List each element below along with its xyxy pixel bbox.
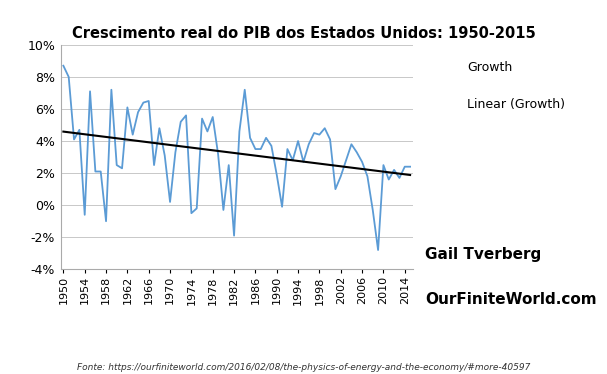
Growth bbox=[209, 115, 216, 119]
Linear (Growth) bbox=[145, 140, 152, 144]
Text: Crescimento real do PIB dos Estados Unidos: 1950-2015: Crescimento real do PIB dos Estados Unid… bbox=[72, 26, 535, 41]
Growth bbox=[385, 177, 392, 182]
Growth bbox=[375, 248, 382, 252]
Text: Gail Tverberg: Gail Tverberg bbox=[425, 247, 541, 262]
Growth bbox=[166, 200, 174, 204]
Linear (Growth) bbox=[166, 143, 174, 147]
Text: OurFiniteWorld.com: OurFiniteWorld.com bbox=[425, 292, 597, 307]
Growth bbox=[332, 187, 339, 191]
Growth bbox=[59, 64, 67, 68]
Linear (Growth) bbox=[332, 163, 339, 168]
Growth bbox=[86, 89, 93, 94]
Text: Fonte: https://ourfiniteworld.com/2016/02/08/the-physics-of-energy-and-the-econo: Fonte: https://ourfiniteworld.com/2016/0… bbox=[77, 363, 530, 372]
Growth bbox=[145, 99, 152, 103]
Text: Linear (Growth): Linear (Growth) bbox=[467, 98, 565, 111]
Line: Growth: Growth bbox=[63, 66, 410, 250]
Line: Linear (Growth): Linear (Growth) bbox=[63, 132, 410, 175]
Linear (Growth) bbox=[407, 173, 414, 177]
Linear (Growth) bbox=[113, 136, 120, 141]
Linear (Growth) bbox=[380, 169, 387, 174]
Linear (Growth) bbox=[209, 148, 216, 153]
Linear (Growth) bbox=[59, 129, 67, 134]
Text: Growth: Growth bbox=[467, 61, 513, 74]
Growth bbox=[407, 165, 414, 169]
